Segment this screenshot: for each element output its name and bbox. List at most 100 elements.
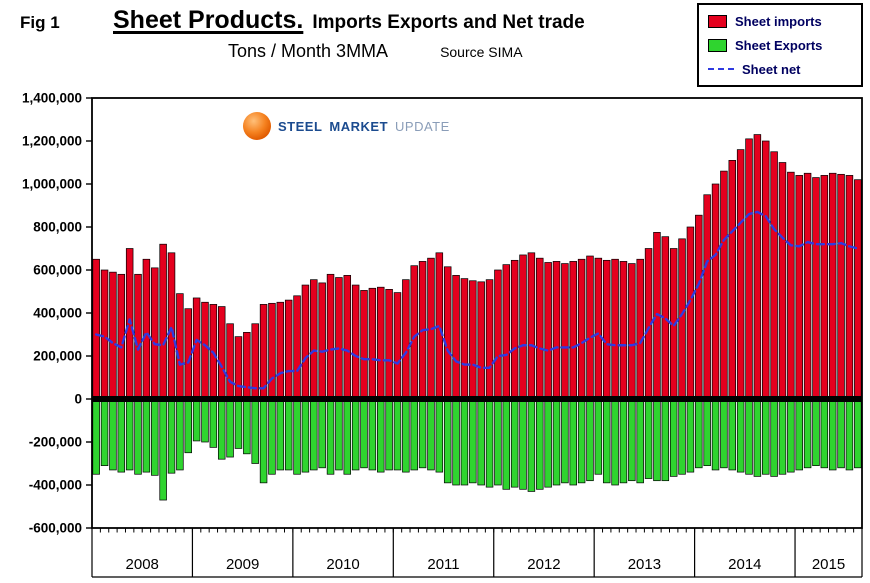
export-bar (728, 398, 737, 471)
legend-label-exports: Sheet Exports (735, 37, 823, 53)
y-tick-label: -200,000 (29, 435, 82, 450)
import-bar (276, 301, 285, 400)
export-bar (469, 398, 477, 484)
export-bar (92, 398, 100, 475)
export-bar (586, 398, 594, 482)
export-bar (837, 398, 845, 469)
export-bar (527, 398, 536, 492)
source-label: Source SIMA (440, 44, 523, 60)
import-bar (326, 273, 335, 400)
export-bar (494, 398, 502, 486)
import-bar (377, 286, 385, 400)
import-bar (385, 289, 393, 400)
import-bar (184, 308, 192, 400)
page-title: Sheet Products. Imports Exports and Net t… (113, 6, 585, 35)
import-bar (711, 183, 720, 400)
net-dashed-line-swatch-icon (708, 68, 734, 70)
import-bar (586, 255, 594, 400)
export-bar (351, 398, 360, 471)
logo-text-market: MARKET (329, 118, 389, 134)
import-bar (201, 301, 209, 400)
export-bar (653, 398, 661, 482)
export-bar (577, 398, 586, 484)
export-bar (100, 398, 109, 467)
legend-label-net: Sheet net (742, 61, 801, 77)
export-bar (385, 398, 393, 471)
export-bar (820, 398, 829, 469)
export-bar (753, 398, 762, 477)
import-bar (703, 194, 711, 400)
import-bar (736, 149, 745, 400)
export-bar (109, 398, 117, 471)
export-bar (703, 398, 711, 467)
legend-item-sheet-exports: Sheet Exports (708, 33, 852, 57)
import-bar (452, 275, 460, 400)
export-bar (443, 398, 452, 484)
export-bar (217, 398, 226, 460)
fig-label: Fig 1 (20, 13, 60, 32)
import-bar (577, 258, 586, 400)
import-bar (745, 138, 753, 400)
import-bar (552, 261, 561, 400)
x-year-label: 2009 (226, 556, 259, 573)
import-bar (310, 279, 318, 400)
export-bar (243, 398, 251, 455)
export-bar (284, 398, 293, 471)
logo-text-update: UPDATE (395, 118, 450, 134)
import-bar (678, 238, 686, 400)
export-bar (619, 398, 628, 484)
export-bar (736, 398, 745, 473)
export-bar (795, 398, 803, 471)
steel-market-update-logo: STEEL MARKET UPDATE (243, 112, 450, 140)
import-bar (494, 269, 502, 400)
import-bar (762, 140, 770, 400)
export-bar (176, 398, 184, 471)
imports-swatch-icon (708, 14, 727, 28)
export-bar (117, 398, 126, 473)
export-bar (561, 398, 569, 484)
export-bar (310, 398, 318, 471)
import-bar (820, 175, 829, 400)
y-tick-label: 1,200,000 (22, 134, 82, 149)
export-bar (611, 398, 619, 486)
export-bar (854, 398, 862, 469)
import-bar (234, 336, 243, 400)
export-bar (661, 398, 670, 482)
import-bar (368, 287, 377, 400)
import-bar (393, 292, 402, 400)
export-bar (485, 398, 494, 488)
export-bar (293, 398, 301, 475)
chart-subtitle: Tons / Month 3MMA Source SIMA (228, 41, 523, 62)
export-bar (142, 398, 151, 473)
export-bar (226, 398, 234, 458)
export-bar (828, 398, 837, 471)
y-tick-label: 600,000 (33, 263, 82, 278)
export-bar (762, 398, 770, 475)
import-bar (628, 263, 636, 400)
x-year-label: 2008 (126, 556, 159, 573)
export-bar (812, 398, 820, 467)
import-bar (226, 323, 234, 400)
export-bar (318, 398, 326, 469)
y-tick-label: 1,400,000 (22, 91, 82, 106)
export-bar (259, 398, 268, 484)
export-bar (251, 398, 259, 464)
export-bar (201, 398, 209, 443)
import-bar (502, 264, 511, 400)
x-year-label: 2013 (628, 556, 661, 573)
x-year-label: 2014 (728, 556, 761, 573)
import-bar (803, 172, 812, 400)
import-bar (795, 175, 803, 400)
export-bar (159, 398, 167, 501)
import-bar (485, 279, 494, 400)
export-bar (125, 398, 134, 471)
import-bar (100, 269, 109, 400)
import-bar (335, 277, 343, 400)
export-bar (602, 398, 611, 484)
logo-globe-icon (243, 112, 271, 140)
legend-label-imports: Sheet imports (735, 13, 822, 29)
import-bar (134, 273, 142, 400)
import-bar (284, 299, 293, 400)
import-bar (837, 173, 845, 400)
